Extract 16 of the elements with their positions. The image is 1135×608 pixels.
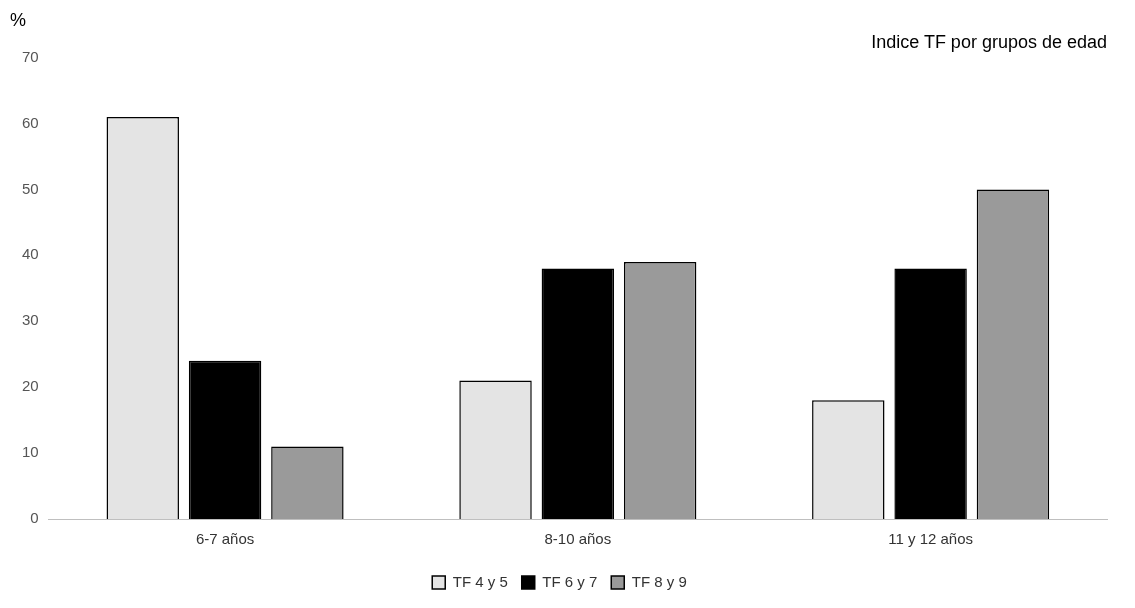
- x-tick-label: 8-10 años: [544, 530, 612, 548]
- legend-label: TF 6 y 7: [542, 572, 598, 590]
- y-tick-label: 40: [22, 245, 39, 263]
- y-tick-label: 20: [22, 377, 39, 395]
- legend-label: TF 4 y 5: [452, 572, 508, 590]
- legend-label: TF 8 y 9: [631, 572, 687, 590]
- y-tick-label: 60: [22, 113, 39, 131]
- y-tick-label: 50: [22, 179, 39, 197]
- y-tick-label: 10: [22, 443, 39, 461]
- x-tick-label: 11 y 12 años: [888, 530, 974, 548]
- y-axis-title: %: [10, 9, 27, 30]
- y-tick-label: 30: [22, 311, 39, 329]
- y-tick-label: 0: [30, 509, 39, 527]
- x-tick-label: 6-7 años: [195, 530, 255, 548]
- y-tick-label: 70: [22, 47, 39, 65]
- chart-title: Indice TF por grupos de edad: [871, 31, 1107, 52]
